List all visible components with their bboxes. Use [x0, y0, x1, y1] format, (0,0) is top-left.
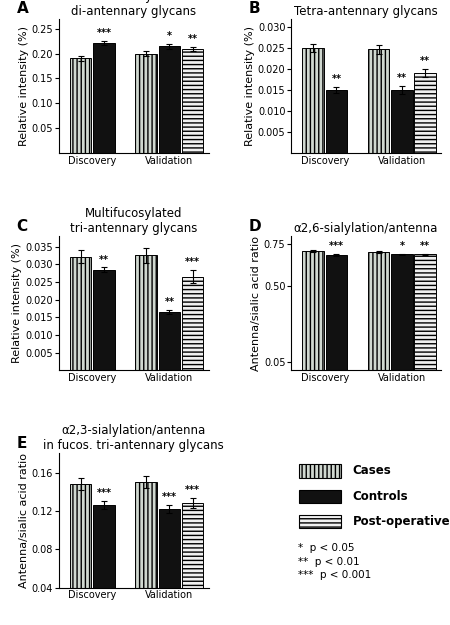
Text: **  p < 0.01: ** p < 0.01	[298, 557, 360, 567]
Bar	[159, 46, 180, 153]
Bar	[135, 256, 157, 370]
Bar	[326, 90, 347, 153]
Text: **: **	[420, 241, 430, 251]
Text: **: **	[164, 298, 175, 308]
Bar	[159, 312, 180, 370]
Bar	[135, 54, 157, 153]
Text: Cases: Cases	[352, 464, 391, 478]
Bar	[70, 484, 91, 588]
Text: E: E	[17, 436, 27, 451]
Bar	[70, 256, 91, 370]
Bar	[391, 90, 413, 153]
Title: Tetra-antennary glycans: Tetra-antennary glycans	[294, 4, 438, 18]
Bar	[302, 251, 324, 370]
Bar	[182, 277, 203, 370]
Text: C: C	[17, 219, 27, 234]
Text: B: B	[249, 1, 261, 16]
Text: *  p < 0.05: * p < 0.05	[298, 543, 355, 553]
Bar	[298, 489, 341, 503]
Text: Post-operative: Post-operative	[352, 515, 450, 528]
Title: Monofucosylated
di-antennary glycans: Monofucosylated di-antennary glycans	[71, 0, 196, 18]
Text: ***: ***	[96, 488, 112, 498]
Y-axis label: Relative intensity (%): Relative intensity (%)	[13, 243, 22, 363]
Bar	[70, 59, 91, 153]
Bar	[368, 49, 389, 153]
Bar	[391, 254, 413, 370]
Text: D: D	[249, 219, 261, 234]
Bar	[135, 482, 157, 588]
Text: ***: ***	[96, 28, 112, 38]
Text: **: **	[420, 56, 430, 66]
Text: ***: ***	[185, 258, 200, 268]
Bar	[182, 503, 203, 588]
Text: ***: ***	[185, 486, 200, 496]
Text: **: **	[188, 34, 198, 44]
Text: *: *	[400, 241, 405, 251]
Bar	[93, 269, 115, 370]
Y-axis label: Antenna/sialic acid ratio: Antenna/sialic acid ratio	[18, 453, 29, 588]
Text: **: **	[331, 74, 342, 84]
Bar	[93, 42, 115, 153]
Text: **: **	[99, 254, 109, 264]
Bar	[159, 509, 180, 588]
Bar	[326, 255, 347, 370]
Bar	[298, 464, 341, 478]
Text: ***  p < 0.001: *** p < 0.001	[298, 570, 372, 580]
Title: Multifucosylated
tri-antennary glycans: Multifucosylated tri-antennary glycans	[70, 207, 197, 235]
Y-axis label: Relative intensity (%): Relative intensity (%)	[18, 26, 28, 146]
Bar	[368, 252, 389, 370]
Text: *: *	[167, 31, 172, 41]
Bar	[93, 505, 115, 588]
Bar	[414, 254, 436, 370]
Text: **: **	[397, 73, 407, 83]
Bar	[182, 49, 203, 153]
Text: ***: ***	[162, 492, 177, 502]
Text: ***: ***	[329, 241, 344, 251]
Title: α2,3-sialylation/antenna
in fucos. tri-antennary glycans: α2,3-sialylation/antenna in fucos. tri-a…	[43, 424, 224, 452]
Bar	[298, 515, 341, 529]
Bar	[302, 48, 324, 153]
Text: A: A	[17, 1, 28, 16]
Y-axis label: Antenna/sialic acid ratio: Antenna/sialic acid ratio	[251, 236, 261, 371]
Y-axis label: Relative intensity (%): Relative intensity (%)	[245, 26, 255, 146]
Bar	[414, 73, 436, 153]
Title: α2,6-sialylation/antenna: α2,6-sialylation/antenna	[294, 222, 438, 235]
Text: Controls: Controls	[352, 490, 408, 502]
